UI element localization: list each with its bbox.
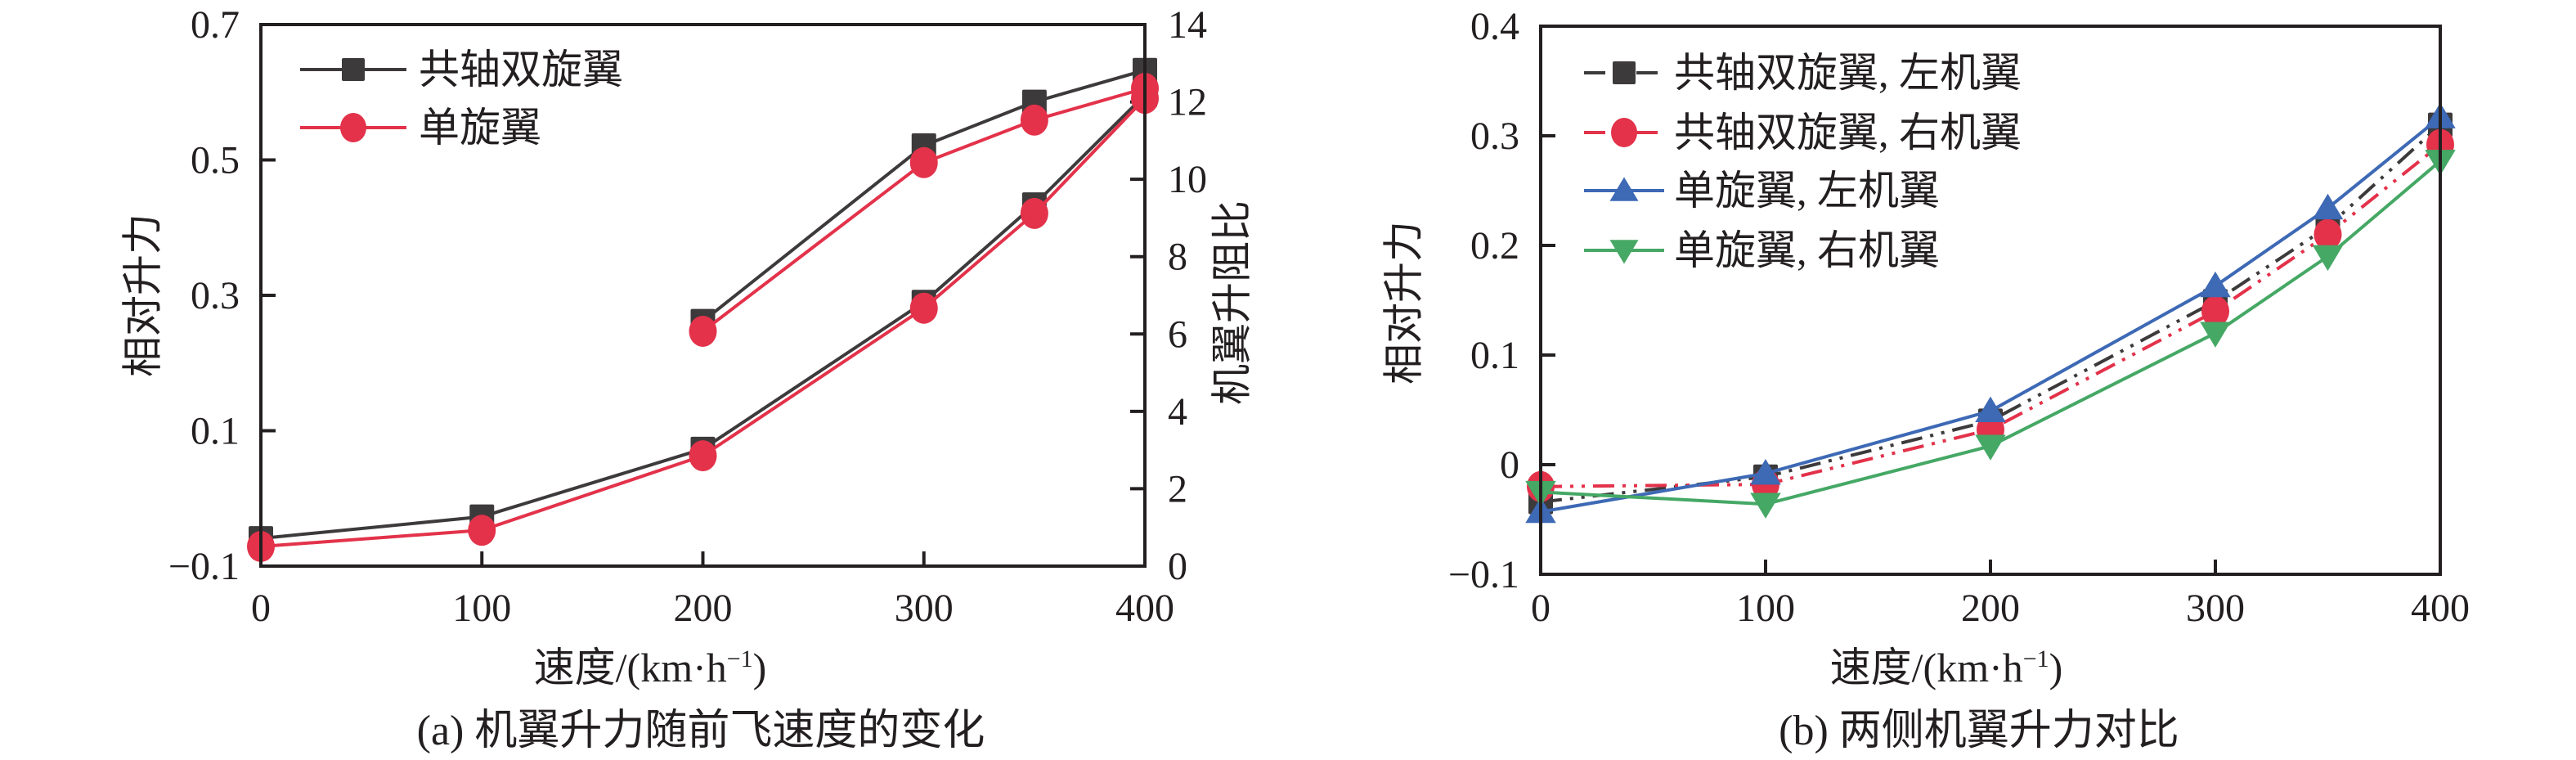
chart-a-y2-tick-label: 0 bbox=[1168, 545, 1187, 588]
legend-label: 共轴双旋翼, 右机翼 bbox=[1674, 110, 2022, 155]
chart-a-x-tick-label: 0 bbox=[251, 587, 271, 630]
chart-a-y2-tick-label: 6 bbox=[1168, 313, 1187, 356]
legend-label: 单旋翼 bbox=[419, 105, 541, 151]
chart-b-series-line bbox=[1540, 115, 2442, 514]
chart-a-y-tick-label: 0.5 bbox=[191, 139, 240, 182]
chart-b-legend-item: 共轴双旋翼, 右机翼 bbox=[1584, 110, 2022, 155]
chart-b-data-point bbox=[1750, 459, 1781, 485]
chart-a-series-line bbox=[702, 68, 1146, 323]
chart-b-data-point bbox=[2313, 218, 2342, 250]
chart-a-y2-axis-label: 机翼升阻比 bbox=[1209, 200, 1254, 405]
chart-a-data-point bbox=[909, 292, 938, 324]
chart-a-series bbox=[247, 57, 1159, 563]
chart-b-y-tick-label: 0.4 bbox=[1470, 5, 1519, 48]
chart-b-x-axis-label: 速度/(km·h−1) bbox=[1830, 645, 2063, 690]
legend-marker-icon bbox=[1609, 240, 1639, 264]
chart-a-ticks: 0 100 200 300 400 −0.1 0.1 0.3 0.5 0.7 0 2 4 6 8 10 12 14 bbox=[168, 3, 1207, 630]
chart-a-legend-item: 共轴双旋翼 bbox=[300, 47, 623, 92]
legend-label: 单旋翼, 左机翼 bbox=[1674, 168, 1940, 214]
chart-a-y2-tick-label: 14 bbox=[1168, 3, 1207, 47]
chart-a-data-point bbox=[1020, 104, 1048, 136]
chart-a-plot-frame bbox=[259, 23, 1147, 568]
chart-a-y2-tick-label: 12 bbox=[1168, 81, 1207, 124]
chart-b-y-tick-label: 0 bbox=[1500, 443, 1519, 487]
chart-b-legend-item: 共轴双旋翼, 左机翼 bbox=[1584, 50, 2022, 96]
legend-marker-icon bbox=[340, 113, 366, 142]
chart-b-data-point bbox=[2200, 271, 2231, 298]
chart-a-x-axis-label-main: 速度/(km·h bbox=[534, 645, 727, 690]
chart-b-x-tick-label: 100 bbox=[1736, 587, 1795, 630]
chart-a-y-tick-label: 0.3 bbox=[191, 274, 240, 317]
chart-b-plot-frame bbox=[1539, 25, 2442, 576]
legend-label: 共轴双旋翼, 左机翼 bbox=[1674, 50, 2022, 96]
chart-a-x-axis-label-close: ) bbox=[753, 645, 767, 690]
chart-a-y-tick-label: −0.1 bbox=[168, 545, 240, 588]
chart-a-caption: (a) 机翼升力随前飞速度的变化 bbox=[417, 708, 985, 754]
chart-b-x-tick-label: 200 bbox=[1961, 587, 2020, 630]
legend-marker-icon bbox=[1611, 118, 1637, 147]
chart-b-x-tick-label: 0 bbox=[1531, 587, 1551, 630]
legend-marker-icon bbox=[342, 58, 365, 81]
chart-a-legend-item: 单旋翼 bbox=[300, 105, 541, 151]
legend-marker-icon bbox=[1609, 177, 1639, 201]
chart-b-data-point bbox=[2312, 245, 2344, 272]
chart-a-x-axis-label-sup: −1 bbox=[727, 645, 753, 672]
chart-a-data-point bbox=[689, 440, 717, 472]
chart-b-data-point bbox=[2200, 322, 2231, 348]
chart-a-x-tick-label: 200 bbox=[674, 587, 733, 630]
chart-a-data-point bbox=[1020, 197, 1048, 229]
chart-b-x-axis-label-main: 速度/(km·h bbox=[1830, 645, 2023, 690]
chart-a-data-point bbox=[689, 315, 717, 347]
chart-a-series-line bbox=[260, 97, 1147, 548]
chart-b-x-axis-label-sup: −1 bbox=[2023, 645, 2049, 672]
chart-b-series-line bbox=[1540, 160, 2442, 506]
chart-b-data-point bbox=[2312, 193, 2344, 220]
chart-b-legend-item: 单旋翼, 右机翼 bbox=[1584, 227, 1940, 273]
chart-b-series-3 bbox=[1525, 150, 2456, 519]
chart-a-data-point bbox=[468, 515, 496, 546]
chart-b-x-axis-label-close: ) bbox=[2049, 645, 2063, 690]
chart-b-y-tick-label: 0.1 bbox=[1470, 334, 1519, 377]
chart-a-series-3 bbox=[689, 73, 1159, 347]
chart-b-data-point bbox=[1750, 492, 1781, 519]
chart-b-y-tick-label: 0.3 bbox=[1470, 115, 1519, 158]
chart-b-y-axis-label: 相对升力 bbox=[1380, 221, 1426, 384]
chart-b-caption: (b) 两侧机翼升力对比 bbox=[1779, 708, 2179, 754]
chart-b-series bbox=[1525, 102, 2456, 524]
chart-a-y2-tick-label: 8 bbox=[1168, 236, 1187, 279]
chart-a-x-tick-label: 400 bbox=[1115, 587, 1174, 630]
chart-a-series-line bbox=[260, 93, 1147, 541]
chart-a-y-tick-label: 0.7 bbox=[191, 3, 240, 47]
legend-label: 单旋翼, 右机翼 bbox=[1674, 227, 1940, 273]
chart-a-lift-vs-speed: 0 100 200 300 400 −0.1 0.1 0.3 0.5 0.7 0 2 4 6 8 10 12 14… bbox=[119, 3, 1254, 754]
legend-marker-icon bbox=[1613, 61, 1636, 84]
chart-b-x-tick-label: 400 bbox=[2411, 587, 2470, 630]
chart-a-series-line bbox=[702, 87, 1146, 333]
chart-b-series-2 bbox=[1525, 102, 2456, 524]
chart-b-data-point bbox=[2201, 295, 2229, 327]
chart-b-data-point bbox=[1975, 434, 2006, 461]
chart-a-x-tick-label: 300 bbox=[895, 587, 954, 630]
chart-a-y-tick-label: 0.1 bbox=[191, 410, 240, 453]
chart-b-legend-item: 单旋翼, 左机翼 bbox=[1584, 168, 1940, 214]
chart-a-y2-tick-label: 2 bbox=[1168, 467, 1187, 510]
chart-a-x-axis-label: 速度/(km·h−1) bbox=[534, 645, 767, 690]
chart-b-y-tick-label: 0.2 bbox=[1470, 224, 1519, 268]
chart-a-data-point bbox=[909, 146, 938, 178]
chart-a-y-axis-label: 相对升力 bbox=[119, 214, 165, 377]
legend-label: 共轴双旋翼 bbox=[419, 47, 623, 92]
chart-a-y2-tick-label: 10 bbox=[1168, 158, 1207, 201]
chart-b-data-point bbox=[1975, 396, 2006, 423]
chart-b-wing-lift-comparison: 0 100 200 300 400 −0.1 0 0.1 0.2 0.3 0.4 共轴双旋翼, 左机… bbox=[1380, 5, 2470, 754]
chart-b-y-tick-label: −0.1 bbox=[1448, 553, 1519, 596]
chart-b-ticks: 0 100 200 300 400 −0.1 0 0.1 0.2 0.3 0.4 bbox=[1448, 5, 2470, 630]
chart-a-x-tick-label: 100 bbox=[452, 587, 511, 630]
chart-a-y2-tick-label: 4 bbox=[1168, 390, 1187, 434]
chart-b-series-line bbox=[1540, 143, 2442, 488]
chart-b-x-tick-label: 300 bbox=[2186, 587, 2245, 630]
